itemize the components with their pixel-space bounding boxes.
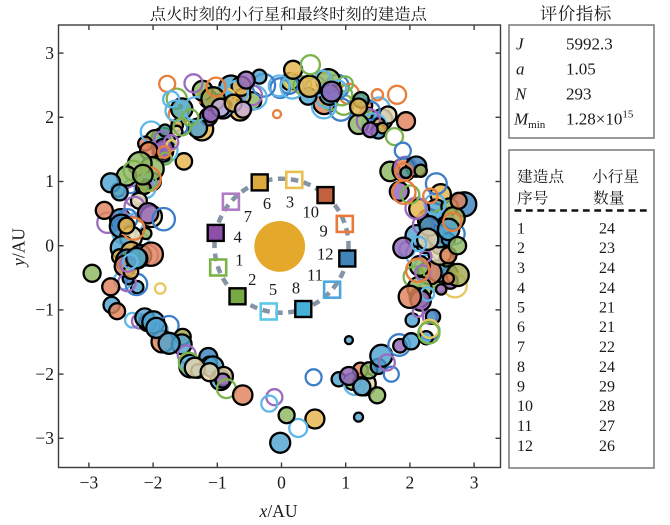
svg-text:3: 3 (45, 43, 54, 63)
svg-text:24: 24 (599, 359, 615, 376)
svg-text:28: 28 (599, 398, 615, 415)
svg-text:0: 0 (277, 473, 286, 493)
svg-text:y/AU: y/AU (9, 228, 29, 268)
svg-text:9: 9 (517, 379, 525, 396)
svg-text:N: N (514, 85, 528, 104)
svg-text:2: 2 (45, 107, 54, 127)
svg-text:−1: −1 (35, 300, 54, 320)
svg-text:7: 7 (244, 207, 252, 226)
svg-text:12: 12 (517, 438, 533, 455)
svg-text:2: 2 (406, 473, 415, 493)
svg-text:1: 1 (341, 473, 350, 493)
svg-text:−2: −2 (35, 364, 54, 384)
svg-text:24: 24 (599, 280, 615, 297)
svg-text:24: 24 (599, 260, 615, 277)
svg-text:3: 3 (517, 260, 525, 277)
svg-text:1.28×1015: 1.28×1015 (566, 109, 634, 129)
svg-text:−1: −1 (208, 473, 227, 493)
svg-text:1.05: 1.05 (566, 60, 596, 79)
svg-text:5: 5 (517, 300, 525, 317)
svg-text:29: 29 (599, 379, 615, 396)
svg-text:10: 10 (302, 203, 319, 222)
svg-text:293: 293 (566, 85, 592, 104)
svg-text:Mmin: Mmin (513, 110, 546, 132)
svg-text:8: 8 (292, 278, 300, 297)
svg-text:27: 27 (599, 418, 615, 435)
svg-text:−3: −3 (80, 473, 99, 493)
svg-text:3: 3 (470, 473, 479, 493)
svg-text:9: 9 (319, 222, 327, 241)
svg-text:2: 2 (517, 240, 525, 257)
svg-text:x/AU: x/AU (259, 501, 298, 521)
svg-text:6: 6 (263, 194, 271, 213)
svg-text:23: 23 (599, 240, 615, 257)
svg-text:21: 21 (599, 300, 615, 317)
svg-text:21: 21 (599, 319, 615, 336)
svg-text:1: 1 (235, 251, 243, 270)
svg-text:11: 11 (307, 265, 323, 284)
svg-text:a: a (516, 60, 525, 79)
svg-text:5992.3: 5992.3 (566, 35, 613, 54)
svg-text:1: 1 (517, 221, 525, 238)
svg-text:−3: −3 (35, 428, 54, 448)
svg-text:−2: −2 (144, 473, 163, 493)
svg-text:24: 24 (599, 221, 615, 238)
svg-text:26: 26 (599, 438, 615, 455)
svg-text:11: 11 (517, 418, 532, 435)
svg-text:12: 12 (317, 245, 334, 264)
svg-text:3: 3 (286, 193, 294, 212)
svg-text:J: J (516, 35, 525, 54)
svg-text:10: 10 (517, 398, 533, 415)
svg-text:7: 7 (517, 339, 525, 356)
svg-text:22: 22 (599, 339, 615, 356)
svg-text:1: 1 (45, 171, 54, 191)
svg-text:0: 0 (45, 235, 54, 255)
svg-text:6: 6 (517, 319, 525, 336)
svg-text:2: 2 (248, 270, 256, 289)
svg-text:5: 5 (269, 280, 277, 299)
svg-text:8: 8 (517, 359, 525, 376)
svg-text:4: 4 (517, 280, 525, 297)
svg-text:4: 4 (234, 228, 242, 247)
